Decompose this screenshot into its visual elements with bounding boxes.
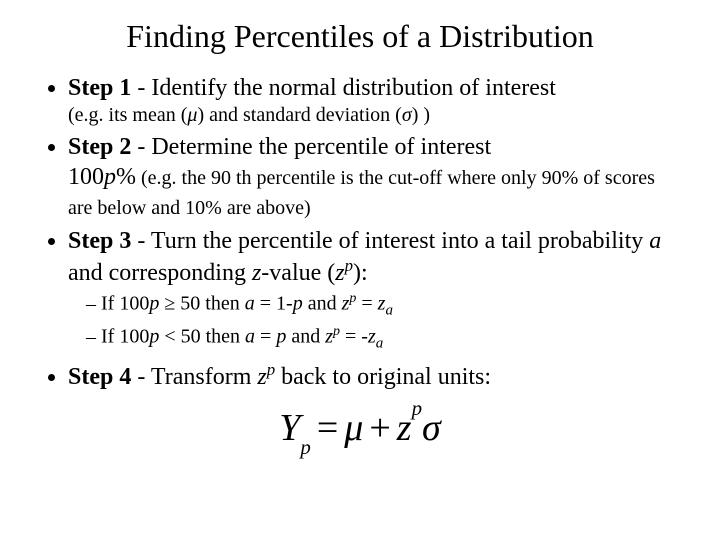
step-1-label: Step 1 bbox=[68, 75, 131, 101]
step-1: Step 1 - Identify the normal distributio… bbox=[68, 73, 680, 128]
step-2-label: Step 2 bbox=[68, 134, 131, 160]
step-2: Step 2 - Determine the percentile of int… bbox=[68, 132, 680, 222]
step-3-case-lt: If 100p < 50 then a = p and zp = -za bbox=[86, 323, 680, 354]
step-1-note: (e.g. its mean (μ) and standard deviatio… bbox=[68, 103, 680, 128]
step-3-sublist: If 100p ≥ 50 then a = 1-p and zp = za If… bbox=[68, 290, 680, 354]
step-4-label: Step 4 bbox=[68, 364, 131, 390]
step-3: Step 3 - Turn the percentile of interest… bbox=[68, 226, 680, 354]
step-3-case-ge: If 100p ≥ 50 then a = 1-p and zp = za bbox=[86, 290, 680, 321]
slide: Finding Percentiles of a Distribution St… bbox=[0, 0, 720, 540]
bullet-list: Step 1 - Identify the normal distributio… bbox=[40, 73, 680, 392]
step-2-note: 100p% (e.g. the 90 th percentile is the … bbox=[68, 162, 680, 222]
formula-expression: Yp=μ+zpσ bbox=[279, 407, 441, 449]
formula: Yp=μ+zpσ bbox=[40, 406, 680, 455]
step-3-label: Step 3 bbox=[68, 228, 131, 254]
step-1-text: - Identify the normal distribution of in… bbox=[131, 75, 556, 101]
slide-title: Finding Percentiles of a Distribution bbox=[40, 18, 680, 55]
step-2-text: - Determine the percentile of interest bbox=[131, 134, 491, 160]
step-4: Step 4 - Transform zp back to original u… bbox=[68, 360, 680, 392]
